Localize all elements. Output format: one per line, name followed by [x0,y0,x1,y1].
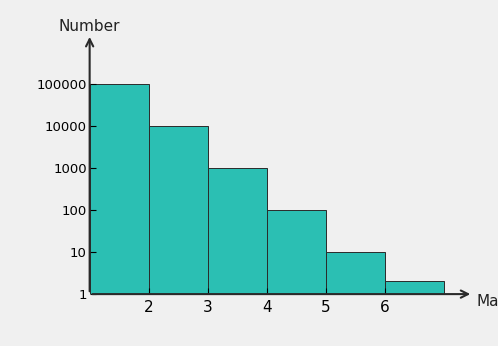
Text: Magnitude: Magnitude [476,294,498,309]
Bar [208,168,266,346]
Bar [90,84,148,346]
Bar [266,210,326,346]
Bar [326,252,384,346]
Bar [148,126,208,346]
Bar [384,281,444,346]
Text: Number: Number [59,19,121,34]
